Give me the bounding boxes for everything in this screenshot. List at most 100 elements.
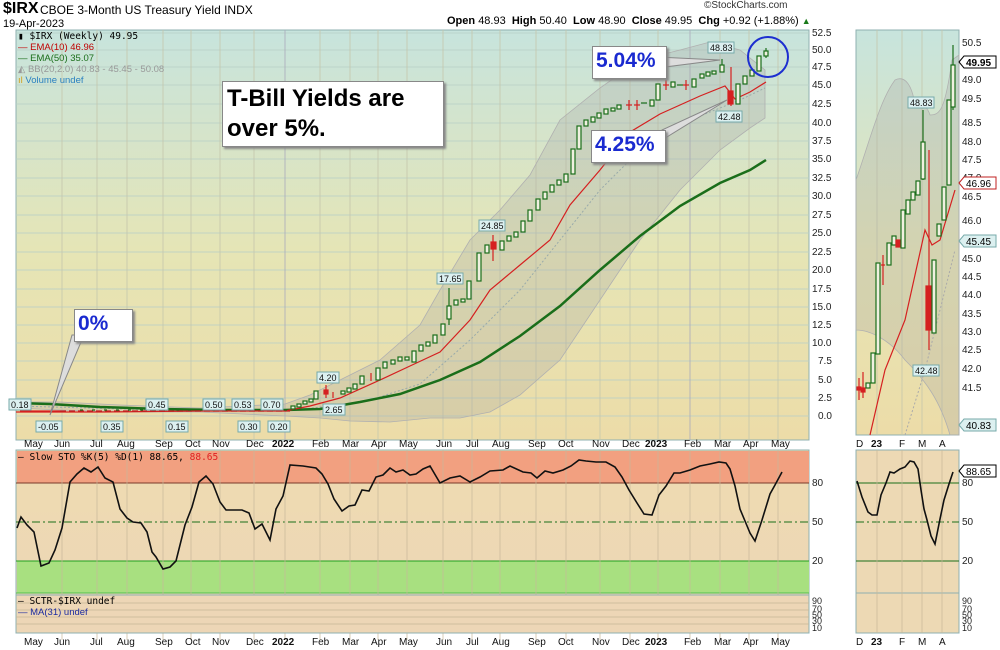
- svg-text:Jun: Jun: [54, 439, 70, 450]
- svg-text:30: 30: [812, 616, 822, 626]
- chg-value: +0.92 (+1.88%): [722, 15, 799, 27]
- svg-text:45.0: 45.0: [812, 80, 832, 91]
- svg-text:50: 50: [812, 610, 822, 620]
- svg-text:M: M: [918, 637, 926, 648]
- svg-text:42.0: 42.0: [962, 364, 982, 375]
- volume-icon: ıl: [18, 75, 26, 86]
- svg-text:Apr: Apr: [743, 637, 759, 648]
- svg-text:47.5: 47.5: [812, 62, 832, 73]
- legend-ema10: — EMA(10) 46.96: [18, 42, 95, 53]
- svg-text:43.0: 43.0: [962, 327, 982, 338]
- svg-text:Apr: Apr: [371, 637, 387, 648]
- svg-text:Aug: Aug: [492, 637, 510, 648]
- svg-text:7.5: 7.5: [818, 356, 832, 367]
- svg-text:Mar: Mar: [342, 439, 360, 450]
- svg-text:Nov: Nov: [592, 637, 610, 648]
- svg-text:42.48: 42.48: [718, 112, 741, 122]
- open-value: 48.93: [478, 15, 506, 27]
- symbol-title: $IRX: [3, 0, 39, 17]
- svg-text:Aug: Aug: [492, 439, 510, 450]
- close-label: Close: [631, 15, 662, 27]
- svg-text:A: A: [939, 637, 946, 648]
- svg-text:40.0: 40.0: [812, 118, 832, 129]
- price-tags: 0.18 -0.05 0.35 0.45 0.15 0.50 0.53 0.30…: [8, 41, 743, 433]
- svg-text:23: 23: [871, 439, 883, 450]
- svg-text:Apr: Apr: [743, 439, 759, 450]
- ohlc-summary: Open 48.93 High 50.40 Low 48.90 Close 49…: [447, 15, 811, 27]
- svg-text:46.0: 46.0: [962, 216, 982, 227]
- svg-text:48.83: 48.83: [710, 43, 733, 53]
- svg-text:20: 20: [812, 556, 824, 567]
- price-panel: 0.18 -0.05 0.35 0.45 0.15 0.50 0.53 0.30…: [8, 28, 832, 441]
- svg-text:48.83: 48.83: [910, 98, 933, 108]
- svg-text:80: 80: [962, 478, 974, 489]
- svg-text:0.20: 0.20: [270, 422, 288, 432]
- svg-text:48.0: 48.0: [962, 137, 982, 148]
- svg-text:43.5: 43.5: [962, 309, 982, 320]
- svg-text:0.50: 0.50: [205, 400, 223, 410]
- bottom-x-axis: May Jun Jul Aug Sep Oct Nov Dec 2022 Feb Mar Apr…: [24, 637, 790, 648]
- svg-text:Dec: Dec: [246, 637, 264, 648]
- annotation-low-pct: 4.25%: [591, 130, 666, 163]
- svg-text:88.65: 88.65: [966, 467, 991, 478]
- svg-text:Jun: Jun: [54, 637, 70, 648]
- svg-text:0.70: 0.70: [263, 400, 281, 410]
- svg-text:50: 50: [812, 517, 824, 528]
- annotation-zero: 0%: [74, 309, 133, 342]
- svg-text:May: May: [771, 439, 790, 450]
- svg-text:Mar: Mar: [342, 637, 360, 648]
- sctr-panel: 90 70 50 30 10: [15, 594, 822, 634]
- svg-text:22.5: 22.5: [812, 247, 832, 258]
- svg-text:47.5: 47.5: [962, 155, 982, 166]
- svg-text:Dec: Dec: [246, 439, 264, 450]
- svg-text:20: 20: [962, 556, 974, 567]
- svg-text:32.5: 32.5: [812, 173, 832, 184]
- svg-text:44.0: 44.0: [962, 290, 982, 301]
- price-x-axis: May Jun Jul Aug Sep Oct Nov Dec 2022 Feb Mar Apr…: [24, 439, 790, 450]
- svg-text:42.5: 42.5: [812, 99, 832, 110]
- svg-text:-0.05: -0.05: [38, 422, 59, 432]
- svg-text:70: 70: [962, 604, 972, 614]
- svg-text:Feb: Feb: [684, 439, 702, 450]
- svg-text:45.45: 45.45: [966, 237, 991, 248]
- svg-text:Sep: Sep: [155, 439, 173, 450]
- svg-text:50.0: 50.0: [812, 45, 832, 56]
- svg-text:Dec: Dec: [622, 637, 640, 648]
- line-swatch-icon: —: [18, 42, 31, 53]
- inset-x-axis: D 23 F M A: [856, 439, 946, 450]
- svg-text:5.0: 5.0: [818, 375, 832, 386]
- up-arrow-icon: ▲: [801, 16, 811, 26]
- svg-text:Feb: Feb: [312, 439, 330, 450]
- stochastic-y-axis: 80 50 20: [812, 478, 824, 567]
- svg-text:45.0: 45.0: [962, 254, 982, 265]
- svg-text:Mar: Mar: [714, 439, 732, 450]
- legend-bb: ◭ BB(20,2.0) 40.83 - 45.45 - 50.08: [18, 64, 165, 75]
- svg-text:2022: 2022: [272, 439, 295, 450]
- svg-text:23: 23: [871, 637, 883, 648]
- legend-sctr: — SCTR-$IRX undef: [18, 596, 116, 607]
- svg-text:2.65: 2.65: [325, 405, 343, 415]
- svg-text:4.20: 4.20: [319, 373, 337, 383]
- svg-text:Aug: Aug: [117, 439, 135, 450]
- svg-text:2023: 2023: [645, 439, 668, 450]
- low-value: 48.90: [598, 15, 626, 27]
- svg-text:Nov: Nov: [212, 439, 230, 450]
- svg-text:50: 50: [962, 517, 974, 528]
- svg-text:42.48: 42.48: [915, 366, 938, 376]
- svg-text:Oct: Oct: [558, 637, 574, 648]
- inset-price-panel: 48.83 42.48 50.549.5 48.548.047.5 47.046…: [855, 29, 997, 436]
- svg-text:30.0: 30.0: [812, 191, 832, 202]
- candlesticks: [20, 48, 769, 412]
- svg-text:0.18: 0.18: [11, 400, 29, 410]
- svg-text:Sep: Sep: [528, 637, 546, 648]
- svg-text:D: D: [856, 637, 863, 648]
- svg-text:17.65: 17.65: [439, 274, 462, 284]
- price-y-axis: 52.5 50.0 47.5 45.0 42.5 40.0 37.5 35.0 32.5 3…: [812, 28, 832, 422]
- svg-text:50.5: 50.5: [962, 38, 982, 49]
- high-value: 50.40: [539, 15, 567, 27]
- legend-price: ▮ $IRX (Weekly) 49.95: [18, 31, 139, 42]
- svg-text:Dec: Dec: [622, 439, 640, 450]
- svg-text:49.95: 49.95: [966, 58, 991, 69]
- stochastic-panel: 80 50 20: [15, 449, 824, 640]
